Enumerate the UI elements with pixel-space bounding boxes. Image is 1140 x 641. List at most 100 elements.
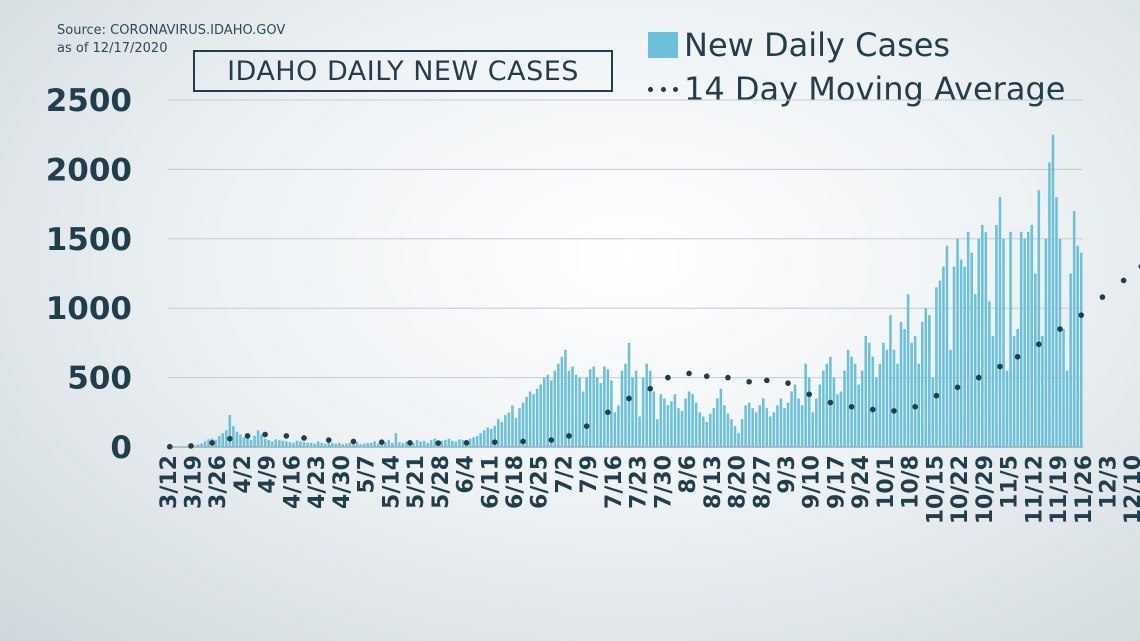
- bar: [853, 363, 857, 447]
- x-tick-label: 7/16: [602, 455, 627, 509]
- y-axis: 0 500 1000 1500 2000 2500: [46, 83, 132, 466]
- bar: [447, 438, 451, 447]
- bar: [910, 342, 913, 447]
- bar: [641, 377, 645, 447]
- bar: [511, 405, 514, 447]
- bar: [680, 410, 684, 447]
- bar: [839, 391, 843, 447]
- bar: [691, 394, 694, 447]
- bar: [1005, 370, 1009, 447]
- bar: [924, 308, 928, 447]
- bar: [624, 363, 627, 447]
- source-line: Source: CORONAVIRUS.IDAHO.GOV: [57, 23, 286, 38]
- x-tick-label: 4/2: [231, 455, 256, 494]
- bar: [422, 440, 426, 447]
- bar: [302, 442, 306, 447]
- x-tick-label: 5/14: [379, 455, 404, 509]
- bar: [560, 356, 564, 447]
- bar: [906, 294, 910, 447]
- bar: [977, 238, 981, 447]
- bar: [323, 443, 327, 447]
- bar: [1002, 238, 1005, 447]
- bar: [295, 440, 299, 447]
- bar: [701, 416, 705, 447]
- bar: [246, 438, 249, 447]
- bar: [815, 398, 818, 447]
- bar: [659, 394, 663, 447]
- bar: [256, 430, 260, 447]
- bar: [878, 363, 882, 447]
- bar: [578, 377, 581, 447]
- bar: [327, 442, 331, 447]
- bar: [228, 415, 232, 447]
- bar: [673, 394, 677, 447]
- bar: [214, 440, 217, 447]
- average-point: [665, 374, 671, 381]
- bar: [186, 446, 189, 447]
- bar: [786, 402, 790, 447]
- average-point: [626, 395, 632, 402]
- x-tick-label: 4/30: [330, 455, 355, 509]
- bar: [564, 349, 567, 447]
- bar: [444, 440, 447, 447]
- bar: [260, 434, 263, 447]
- bar: [376, 443, 380, 447]
- average-point: [647, 385, 654, 392]
- bar: [645, 363, 648, 447]
- bar: [1034, 273, 1037, 447]
- bar: [599, 383, 603, 447]
- bar: [1051, 134, 1055, 447]
- average-point: [491, 439, 498, 445]
- x-tick-label: 6/4: [454, 455, 479, 494]
- bar: [489, 428, 493, 447]
- x-tick-label: 4/9: [256, 455, 281, 494]
- bar: [394, 433, 398, 447]
- bar: [832, 377, 836, 447]
- x-tick-label: 6/11: [478, 455, 503, 509]
- bar: [754, 412, 758, 447]
- bar: [253, 435, 256, 447]
- bar: [196, 444, 200, 447]
- bar: [401, 442, 405, 447]
- bar: [412, 442, 415, 447]
- x-tick-label: 5/21: [404, 455, 429, 509]
- x-tick-label: 9/10: [800, 455, 825, 509]
- average-point: [378, 439, 385, 445]
- bar: [892, 349, 896, 447]
- bar: [705, 422, 709, 447]
- bar: [949, 349, 952, 447]
- bar: [497, 419, 500, 447]
- bar: [557, 363, 560, 447]
- x-tick-label: 12/3: [1097, 455, 1122, 509]
- source-note: Source: CORONAVIRUS.IDAHO.GOV as of 12/1…: [57, 22, 285, 58]
- bar: [850, 356, 853, 447]
- bar: [613, 412, 617, 447]
- x-tick-label: 8/20: [726, 455, 751, 509]
- x-tick-label: 3/26: [206, 455, 231, 509]
- bar: [751, 408, 754, 447]
- bar: [648, 370, 652, 447]
- bar: [920, 322, 924, 447]
- average-point: [746, 378, 752, 385]
- bar: [521, 402, 525, 447]
- moving-average-series: [166, 264, 1140, 450]
- bar: [1065, 370, 1069, 447]
- x-tick-label: 11/19: [1047, 455, 1072, 524]
- bar: [433, 438, 436, 447]
- bar: [797, 398, 800, 447]
- bar: [981, 224, 984, 447]
- bar: [1062, 329, 1065, 447]
- bar: [913, 335, 917, 447]
- bar: [1058, 238, 1062, 447]
- bar: [726, 413, 730, 447]
- y-tick-label: 500: [67, 361, 132, 397]
- bar: [384, 442, 387, 447]
- x-tick-label: 9/17: [825, 455, 850, 509]
- average-point: [1057, 326, 1063, 332]
- average-point: [891, 408, 897, 414]
- average-point: [827, 399, 834, 406]
- bar: [843, 370, 846, 447]
- bar: [482, 430, 486, 447]
- bar: [783, 408, 786, 447]
- x-tick-label: 9/24: [849, 455, 874, 509]
